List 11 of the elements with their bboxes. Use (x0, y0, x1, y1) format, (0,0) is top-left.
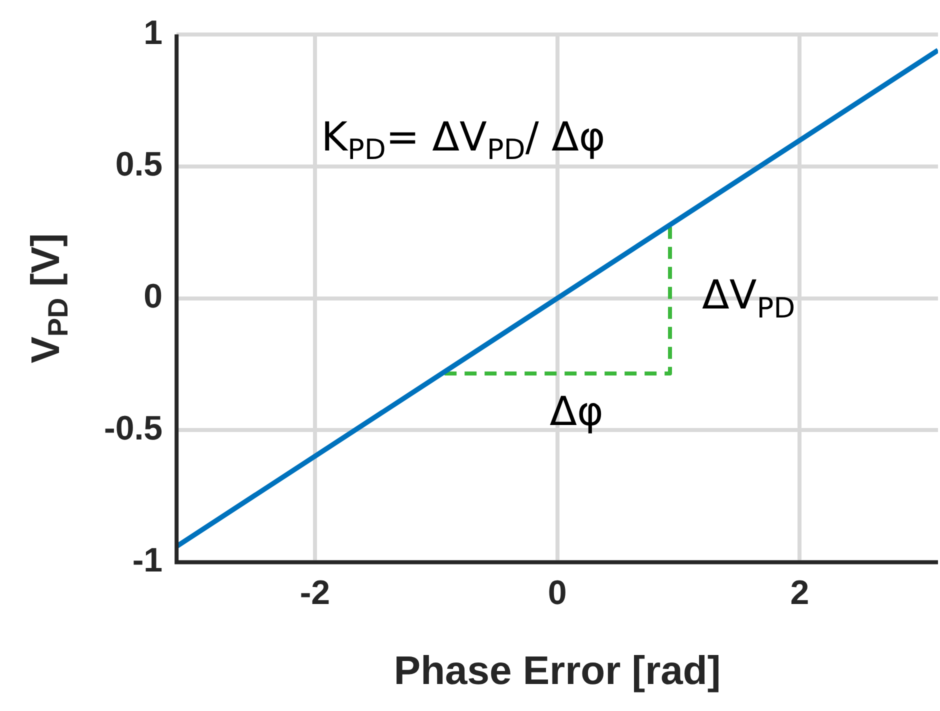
x-axis-title: Phase Error [rad] (394, 649, 721, 694)
y-tick-label: -1 (132, 542, 163, 580)
x-tick-label: -2 (300, 574, 330, 612)
y-tick-label: 0 (144, 278, 163, 316)
x-tick-label: 2 (790, 574, 810, 612)
x-tick-label: 0 (548, 574, 567, 612)
y-tick-label: -0.5 (104, 410, 163, 448)
y-tick-label: 1 (144, 14, 163, 52)
annotation: Δφ (550, 388, 604, 435)
y-axis-title: VPD [V] (24, 233, 74, 364)
y-tick-label: 0.5 (115, 146, 163, 184)
